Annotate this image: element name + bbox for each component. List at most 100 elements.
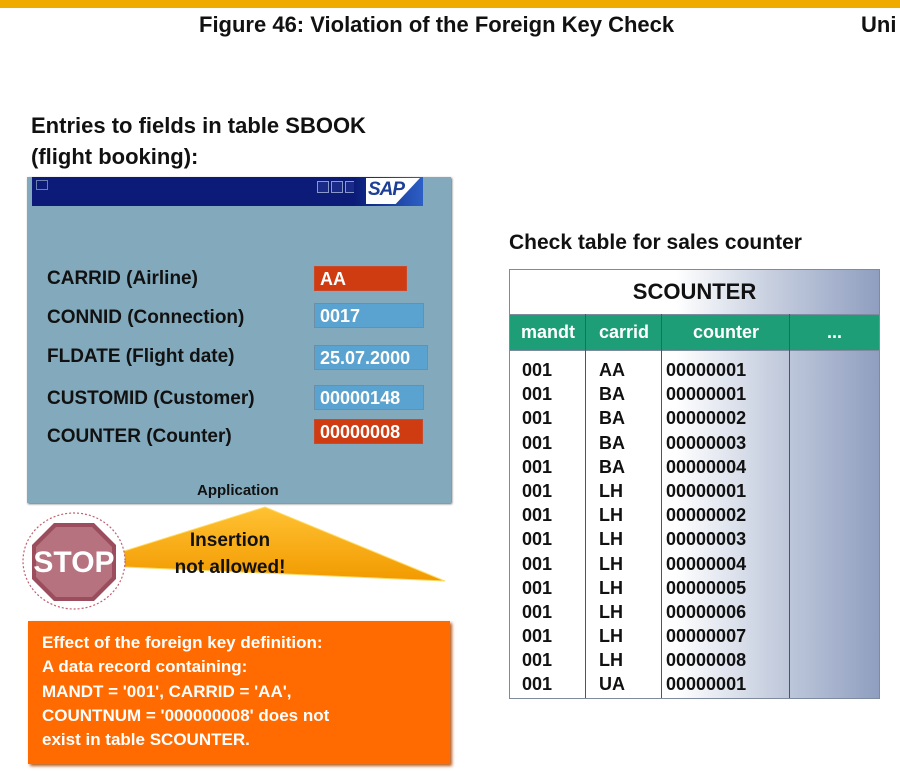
field-label-customid: CUSTOMID (Customer) [47,388,255,409]
column-divider [661,314,662,698]
note-line: COUNTNUM = '000000008' does not [42,705,330,725]
table-row: 001 LH 00000004 [510,552,879,576]
cell-carrid: BA [599,384,625,405]
sap-logo-text: SAP [368,179,405,200]
cell-counter: 00000004 [666,456,747,477]
entries-title-line-1: Entries to fields in table SBOOK [31,113,366,138]
cell-counter: 00000006 [666,601,747,622]
scounter-table: SCOUNTER mandt carrid counter ... 001 AA 0… [509,269,880,699]
cell-mandt: 001 [522,432,553,453]
cell-mandt: 001 [522,577,553,598]
cell-counter: 00000001 [666,674,747,695]
application-label: Application [197,482,279,499]
unit-label: Uni [861,12,897,37]
cell-carrid: BA [599,432,625,453]
window-menu-icon[interactable] [36,180,48,190]
table-row: 001 LH 00000008 [510,648,879,672]
cell-carrid: LH [599,626,623,647]
cell-mandt: 001 [522,674,553,695]
insertion-message-line-2: not allowed! [174,557,286,578]
cell-counter: 00000003 [666,529,747,550]
cell-counter: 00000002 [666,505,747,526]
cell-counter: 00000007 [666,626,747,647]
check-table-title: Check table for sales counter [509,231,802,254]
note-line: A data record containing: [42,657,248,677]
sap-window-corner [423,177,451,206]
cell-counter: 00000001 [666,360,747,380]
note-line: Effect of the foreign key definition: [42,633,323,652]
field-label-connid: CONNID (Connection) [47,307,245,328]
cell-counter: 00000002 [666,408,747,429]
cell-carrid: AA [599,360,625,380]
entries-title-line-2: (flight booking): [31,144,199,169]
table-header-row: mandt carrid counter ... [510,314,879,351]
field-label-fldate: FLDATE (Flight date) [47,346,235,367]
cell-mandt: 001 [522,360,553,380]
cell-carrid: LH [599,553,623,574]
insertion-message: Insertion not allowed! [160,527,300,581]
cell-mandt: 001 [522,408,553,429]
field-value-carrid[interactable]: AA [314,266,407,291]
figure-title: Figure 46: Violation of the Foreign Key … [199,12,675,37]
cell-carrid: LH [599,529,623,550]
field-value-counter[interactable]: 00000008 [314,419,423,444]
note-line: MANDT = '001', CARRID = 'AA', [42,681,292,701]
stop-sign-icon: STOP [22,512,126,610]
field-value-fldate[interactable]: 25.07.2000 [314,345,428,370]
column-divider [585,314,586,698]
table-row: 001 UA 00000001 [510,672,879,696]
cell-carrid: BA [599,456,625,477]
cell-carrid: LH [599,480,623,501]
cell-carrid: LH [599,601,623,622]
field-label-counter: COUNTER (Counter) [47,426,232,447]
stop-sign-text: STOP [33,546,114,579]
cell-carrid: UA [599,674,625,695]
minimize-icon[interactable] [317,181,329,193]
cell-counter: 00000001 [666,384,747,405]
maximize-icon[interactable] [331,181,343,193]
table-row: 001 LH 00000005 [510,576,879,600]
table-row: 001 BA 00000001 [510,382,879,406]
entries-title: Entries to fields in table SBOOK (flight… [31,110,366,172]
table-row: 001 BA 00000004 [510,455,879,479]
cell-counter: 00000005 [666,577,747,598]
table-body: 001 AA 00000001 001 BA 00000001 001 BA 00000002 0… [510,358,879,697]
cell-counter: 00000008 [666,650,747,671]
sap-application-window: SAP CARRID (Airline) AA CONNID (Connecti… [27,177,451,503]
note-line: exist in table SCOUNTER. [42,730,250,750]
cell-mandt: 001 [522,650,553,671]
table-row: 001 LH 00000001 [510,479,879,503]
table-row: 001 BA 00000002 [510,406,879,430]
column-header-more: ... [826,322,842,342]
field-value-customid[interactable]: 00000148 [314,385,424,410]
top-accent-bar [0,0,900,8]
cell-counter: 00000004 [666,553,747,574]
cell-mandt: 001 [522,626,553,647]
cell-carrid: LH [599,505,623,526]
column-header-counter: counter [692,322,759,342]
column-header-mandt: mandt [521,322,575,342]
cell-counter: 00000001 [666,480,747,501]
table-row: 001 AA 00000001 [510,358,879,382]
cell-mandt: 001 [522,553,553,574]
cell-carrid: BA [599,408,625,429]
cell-mandt: 001 [522,480,553,501]
table-row: 001 LH 00000006 [510,600,879,624]
column-divider [789,314,790,698]
cell-mandt: 001 [522,384,553,405]
table-name: SCOUNTER [632,279,757,304]
column-header-carrid: carrid [598,322,650,342]
foreign-key-note: Effect of the foreign key definition: A … [28,621,450,764]
table-row: 001 BA 00000003 [510,431,879,455]
field-label-carrid: CARRID (Airline) [47,268,198,289]
table-row: 001 LH 00000003 [510,527,879,551]
cell-counter: 00000003 [666,432,747,453]
cell-mandt: 001 [522,456,553,477]
foreign-key-note-text: Effect of the foreign key definition: A … [42,631,329,752]
cell-mandt: 001 [522,505,553,526]
cell-carrid: LH [599,650,623,671]
insertion-message-line-1: Insertion [189,530,271,551]
table-row: 001 LH 00000002 [510,503,879,527]
field-value-connid[interactable]: 0017 [314,303,424,328]
cell-mandt: 001 [522,601,553,622]
